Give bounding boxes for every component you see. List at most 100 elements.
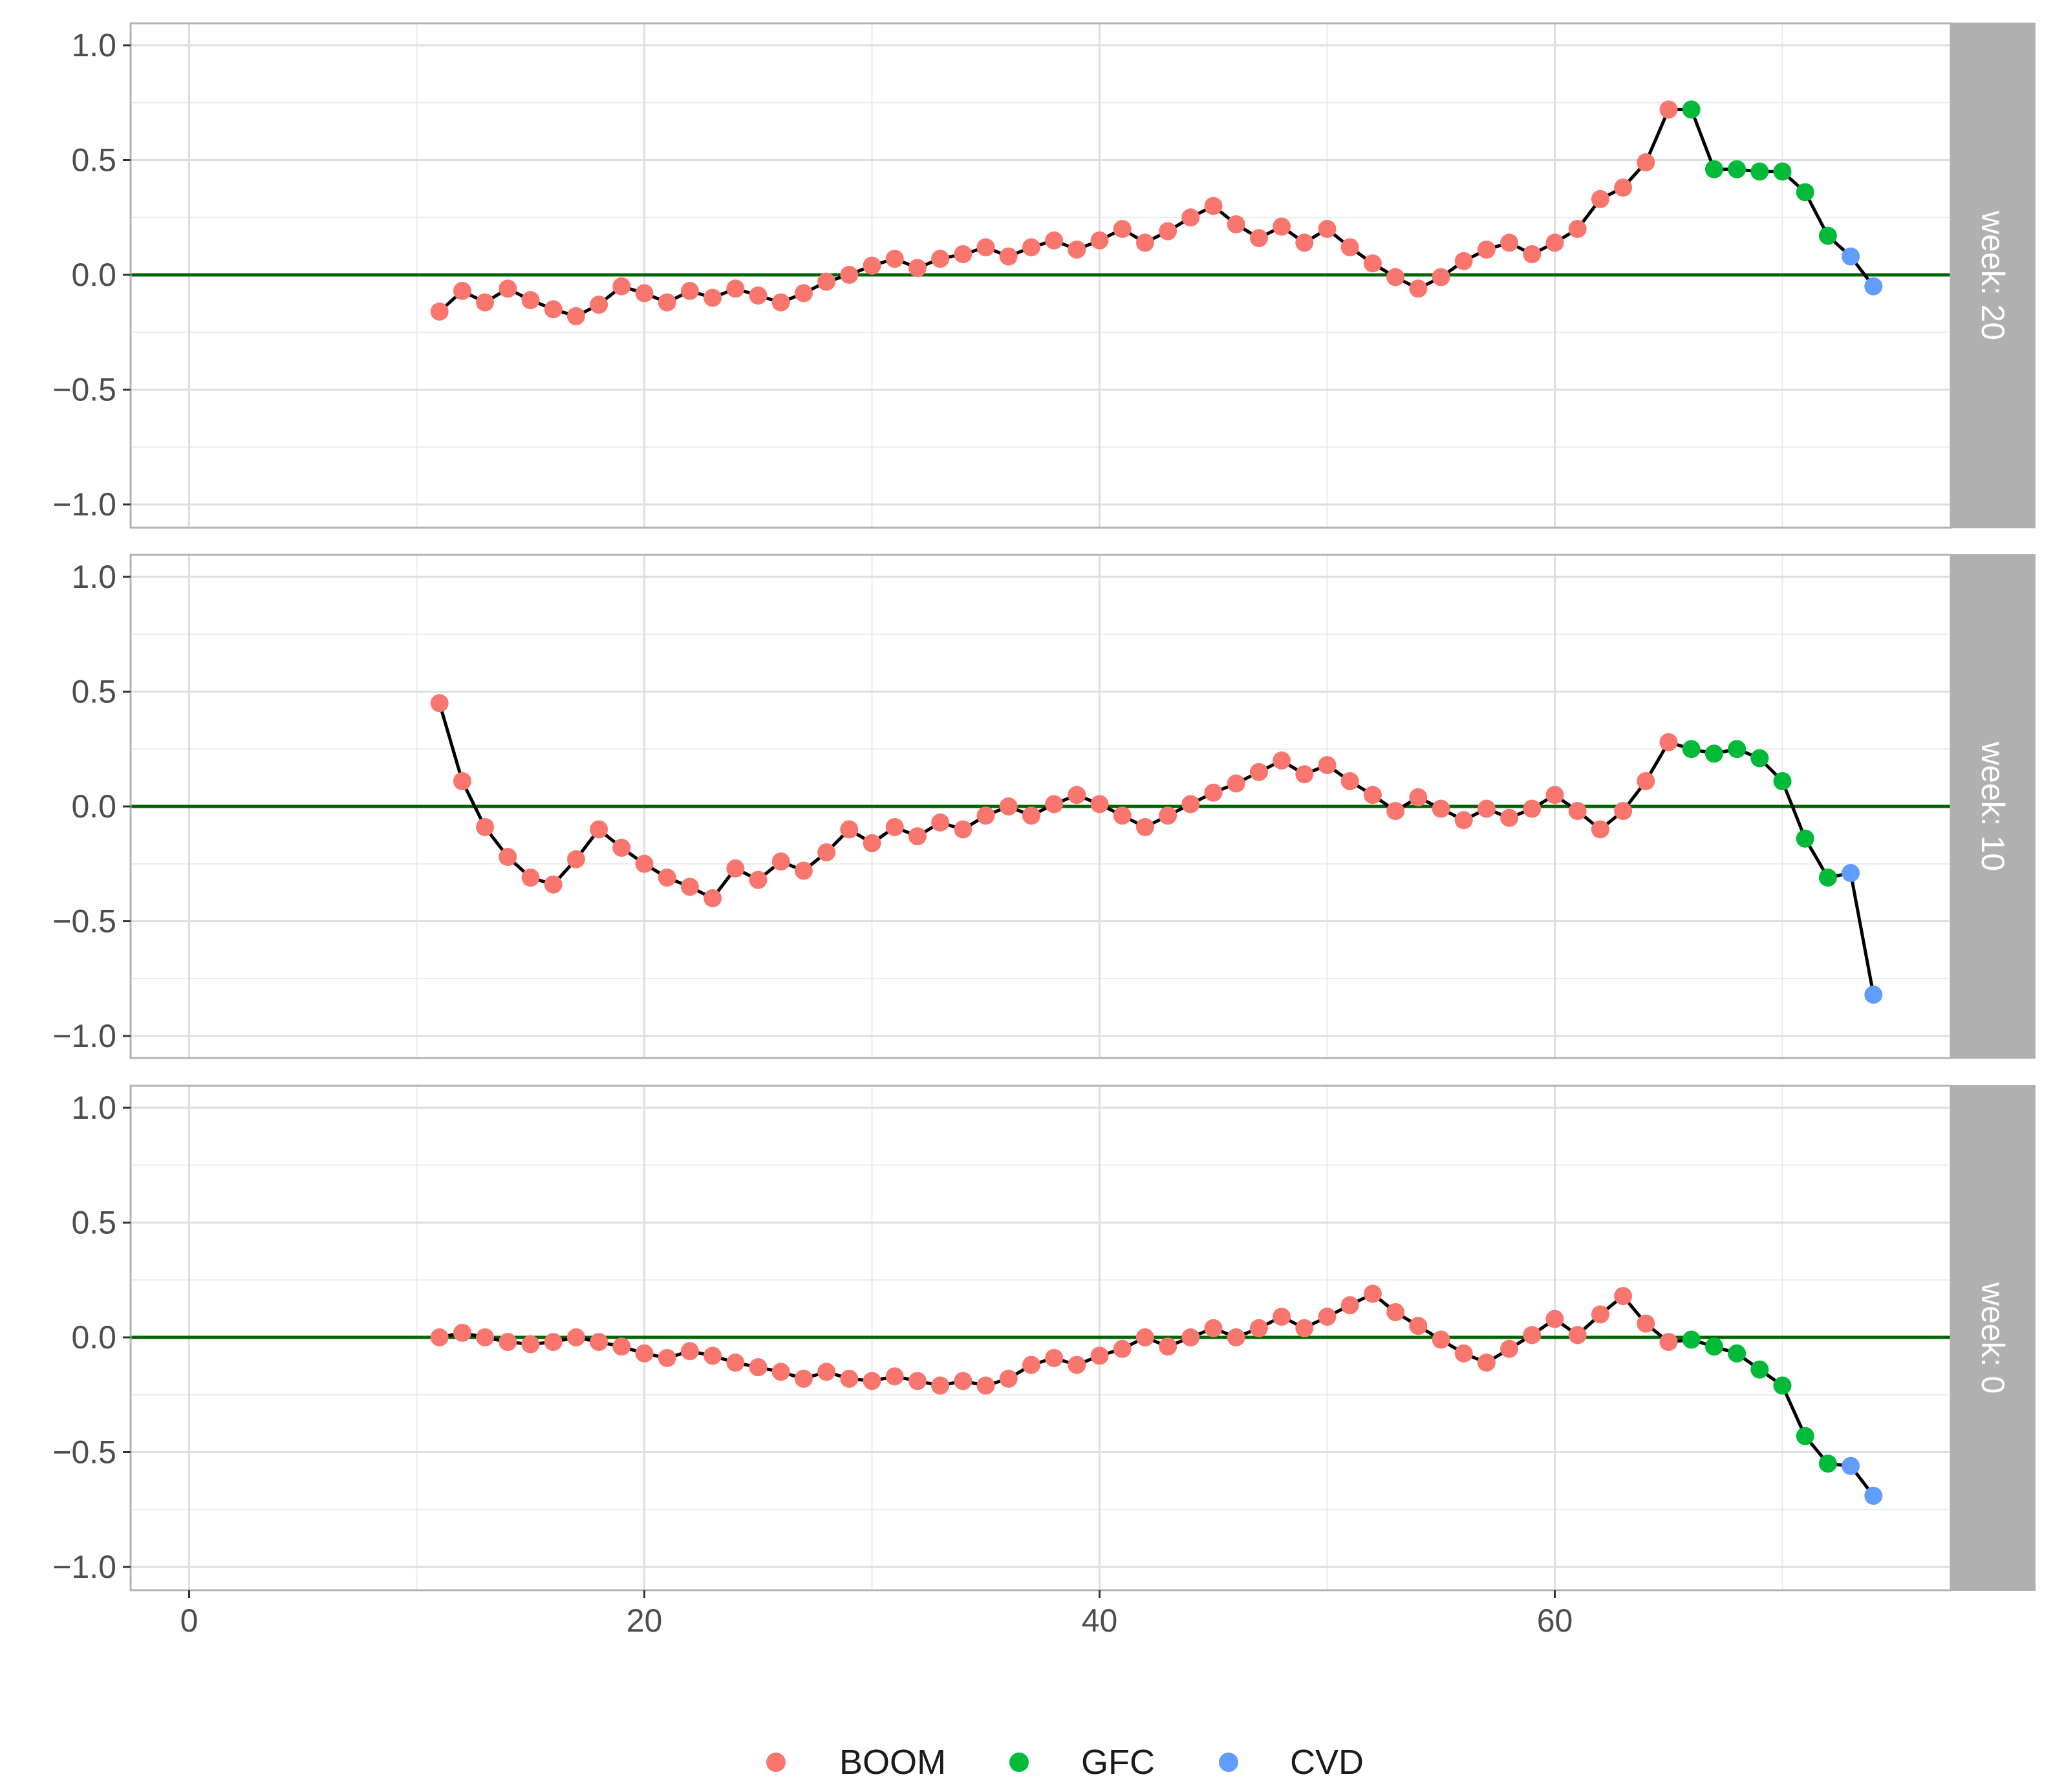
legend-label-boom: BOOM	[839, 1743, 946, 1782]
data-point-boom	[931, 813, 950, 832]
data-point-boom	[954, 820, 973, 839]
facet-panel: week: 0 1.0 0.5 0.0 −0.5 −1.0	[52, 1085, 2036, 1592]
y-tick-label: −0.5	[52, 372, 116, 408]
data-point-boom	[476, 293, 495, 312]
data-point-boom	[430, 694, 449, 713]
data-point-boom	[863, 834, 881, 852]
data-point-boom	[1227, 774, 1245, 793]
data-point-boom	[885, 817, 904, 836]
data-point-boom	[1113, 1339, 1132, 1358]
data-point-boom	[1295, 765, 1314, 784]
legend-key-boom	[766, 1753, 786, 1772]
data-point-boom	[1181, 1328, 1200, 1346]
y-tick-label: 1.0	[71, 27, 116, 63]
data-point-gfc	[1704, 1337, 1723, 1356]
data-point-boom	[499, 279, 517, 298]
data-point-boom	[1568, 1326, 1587, 1344]
data-point-boom	[976, 806, 995, 825]
data-point-gfc	[1728, 1344, 1747, 1363]
facet-strip-label: week: 0	[1975, 1282, 2011, 1394]
data-point-boom	[1409, 788, 1428, 806]
data-point-boom	[1591, 820, 1609, 839]
data-point-boom	[1545, 786, 1564, 804]
data-point-boom	[794, 1369, 813, 1388]
data-point-boom	[976, 238, 995, 257]
data-point-boom	[704, 889, 722, 907]
data-point-boom	[658, 869, 676, 887]
legend-key-gfc	[1009, 1753, 1029, 1772]
data-point-boom	[1591, 189, 1609, 208]
data-point-boom	[658, 293, 676, 312]
data-point-boom	[1159, 806, 1177, 825]
data-point-boom	[1500, 808, 1519, 827]
data-point-boom	[1386, 1302, 1405, 1321]
data-point-boom	[1249, 229, 1268, 248]
legend-key-cvd	[1219, 1753, 1238, 1772]
data-point-cvd	[1864, 986, 1883, 1004]
data-point-boom	[1318, 756, 1337, 775]
data-point-boom	[521, 869, 540, 887]
data-point-boom	[590, 1333, 608, 1352]
data-point-boom	[749, 286, 768, 305]
data-point-boom	[954, 245, 973, 264]
data-point-gfc	[1728, 740, 1747, 759]
data-point-boom	[863, 1372, 881, 1390]
data-point-gfc	[1818, 1454, 1837, 1473]
data-point-boom	[544, 1333, 563, 1352]
data-point-boom	[1159, 222, 1177, 241]
y-tick-label: 0.0	[71, 788, 116, 825]
y-tick-label: 1.0	[71, 1090, 116, 1126]
data-point-boom	[1591, 1305, 1609, 1324]
data-point-boom	[476, 817, 495, 836]
data-point-boom	[840, 266, 859, 284]
data-point-boom	[1545, 1310, 1564, 1328]
data-point-boom	[1068, 1355, 1086, 1374]
data-point-boom	[612, 277, 631, 296]
data-point-boom	[635, 854, 654, 873]
data-point-gfc	[1796, 183, 1814, 202]
data-point-boom	[1249, 762, 1268, 781]
data-point-boom	[931, 1376, 950, 1395]
data-point-boom	[885, 1367, 904, 1386]
data-point-boom	[430, 302, 449, 321]
data-point-boom	[658, 1348, 676, 1367]
data-point-boom	[1181, 795, 1200, 814]
series-line	[439, 1292, 1875, 1497]
data-point-boom	[521, 1335, 540, 1354]
data-point-boom	[1113, 806, 1132, 825]
legend-label-cvd: CVD	[1290, 1743, 1364, 1782]
data-point-boom	[1135, 233, 1154, 252]
data-point-gfc	[1773, 1376, 1792, 1395]
data-point-boom	[1295, 233, 1314, 252]
y-tick-label: −0.5	[52, 1434, 116, 1471]
data-point-boom	[1340, 1296, 1359, 1315]
data-point-boom	[771, 1363, 790, 1381]
y-tick-label: 0.0	[71, 257, 116, 293]
data-point-boom	[954, 1372, 973, 1390]
data-point-gfc	[1796, 829, 1814, 848]
data-point-boom	[430, 1328, 449, 1346]
data-point-boom	[1340, 772, 1359, 790]
series-line	[438, 107, 1875, 318]
data-point-boom	[1477, 240, 1496, 259]
data-point-boom	[1659, 1333, 1678, 1352]
y-tick-label: 0.5	[71, 674, 116, 710]
data-point-boom	[1614, 178, 1633, 197]
data-point-boom	[1045, 795, 1064, 814]
legend-label-gfc: GFC	[1081, 1743, 1155, 1782]
data-point-boom	[1273, 751, 1291, 770]
data-point-boom	[1637, 1314, 1655, 1333]
data-point-boom	[1022, 806, 1040, 825]
data-point-gfc	[1704, 160, 1723, 178]
data-point-boom	[885, 250, 904, 268]
data-point-boom	[1204, 197, 1223, 215]
data-point-boom	[1295, 1319, 1314, 1337]
data-point-boom	[1500, 1339, 1519, 1358]
data-point-boom	[726, 859, 745, 878]
facet-strip	[1950, 554, 2036, 1059]
data-point-boom	[1432, 1330, 1450, 1349]
data-point-boom	[1204, 1319, 1223, 1337]
y-tick-label: 0.5	[71, 1205, 116, 1241]
data-point-boom	[566, 1328, 585, 1346]
data-point-boom	[1022, 238, 1040, 257]
